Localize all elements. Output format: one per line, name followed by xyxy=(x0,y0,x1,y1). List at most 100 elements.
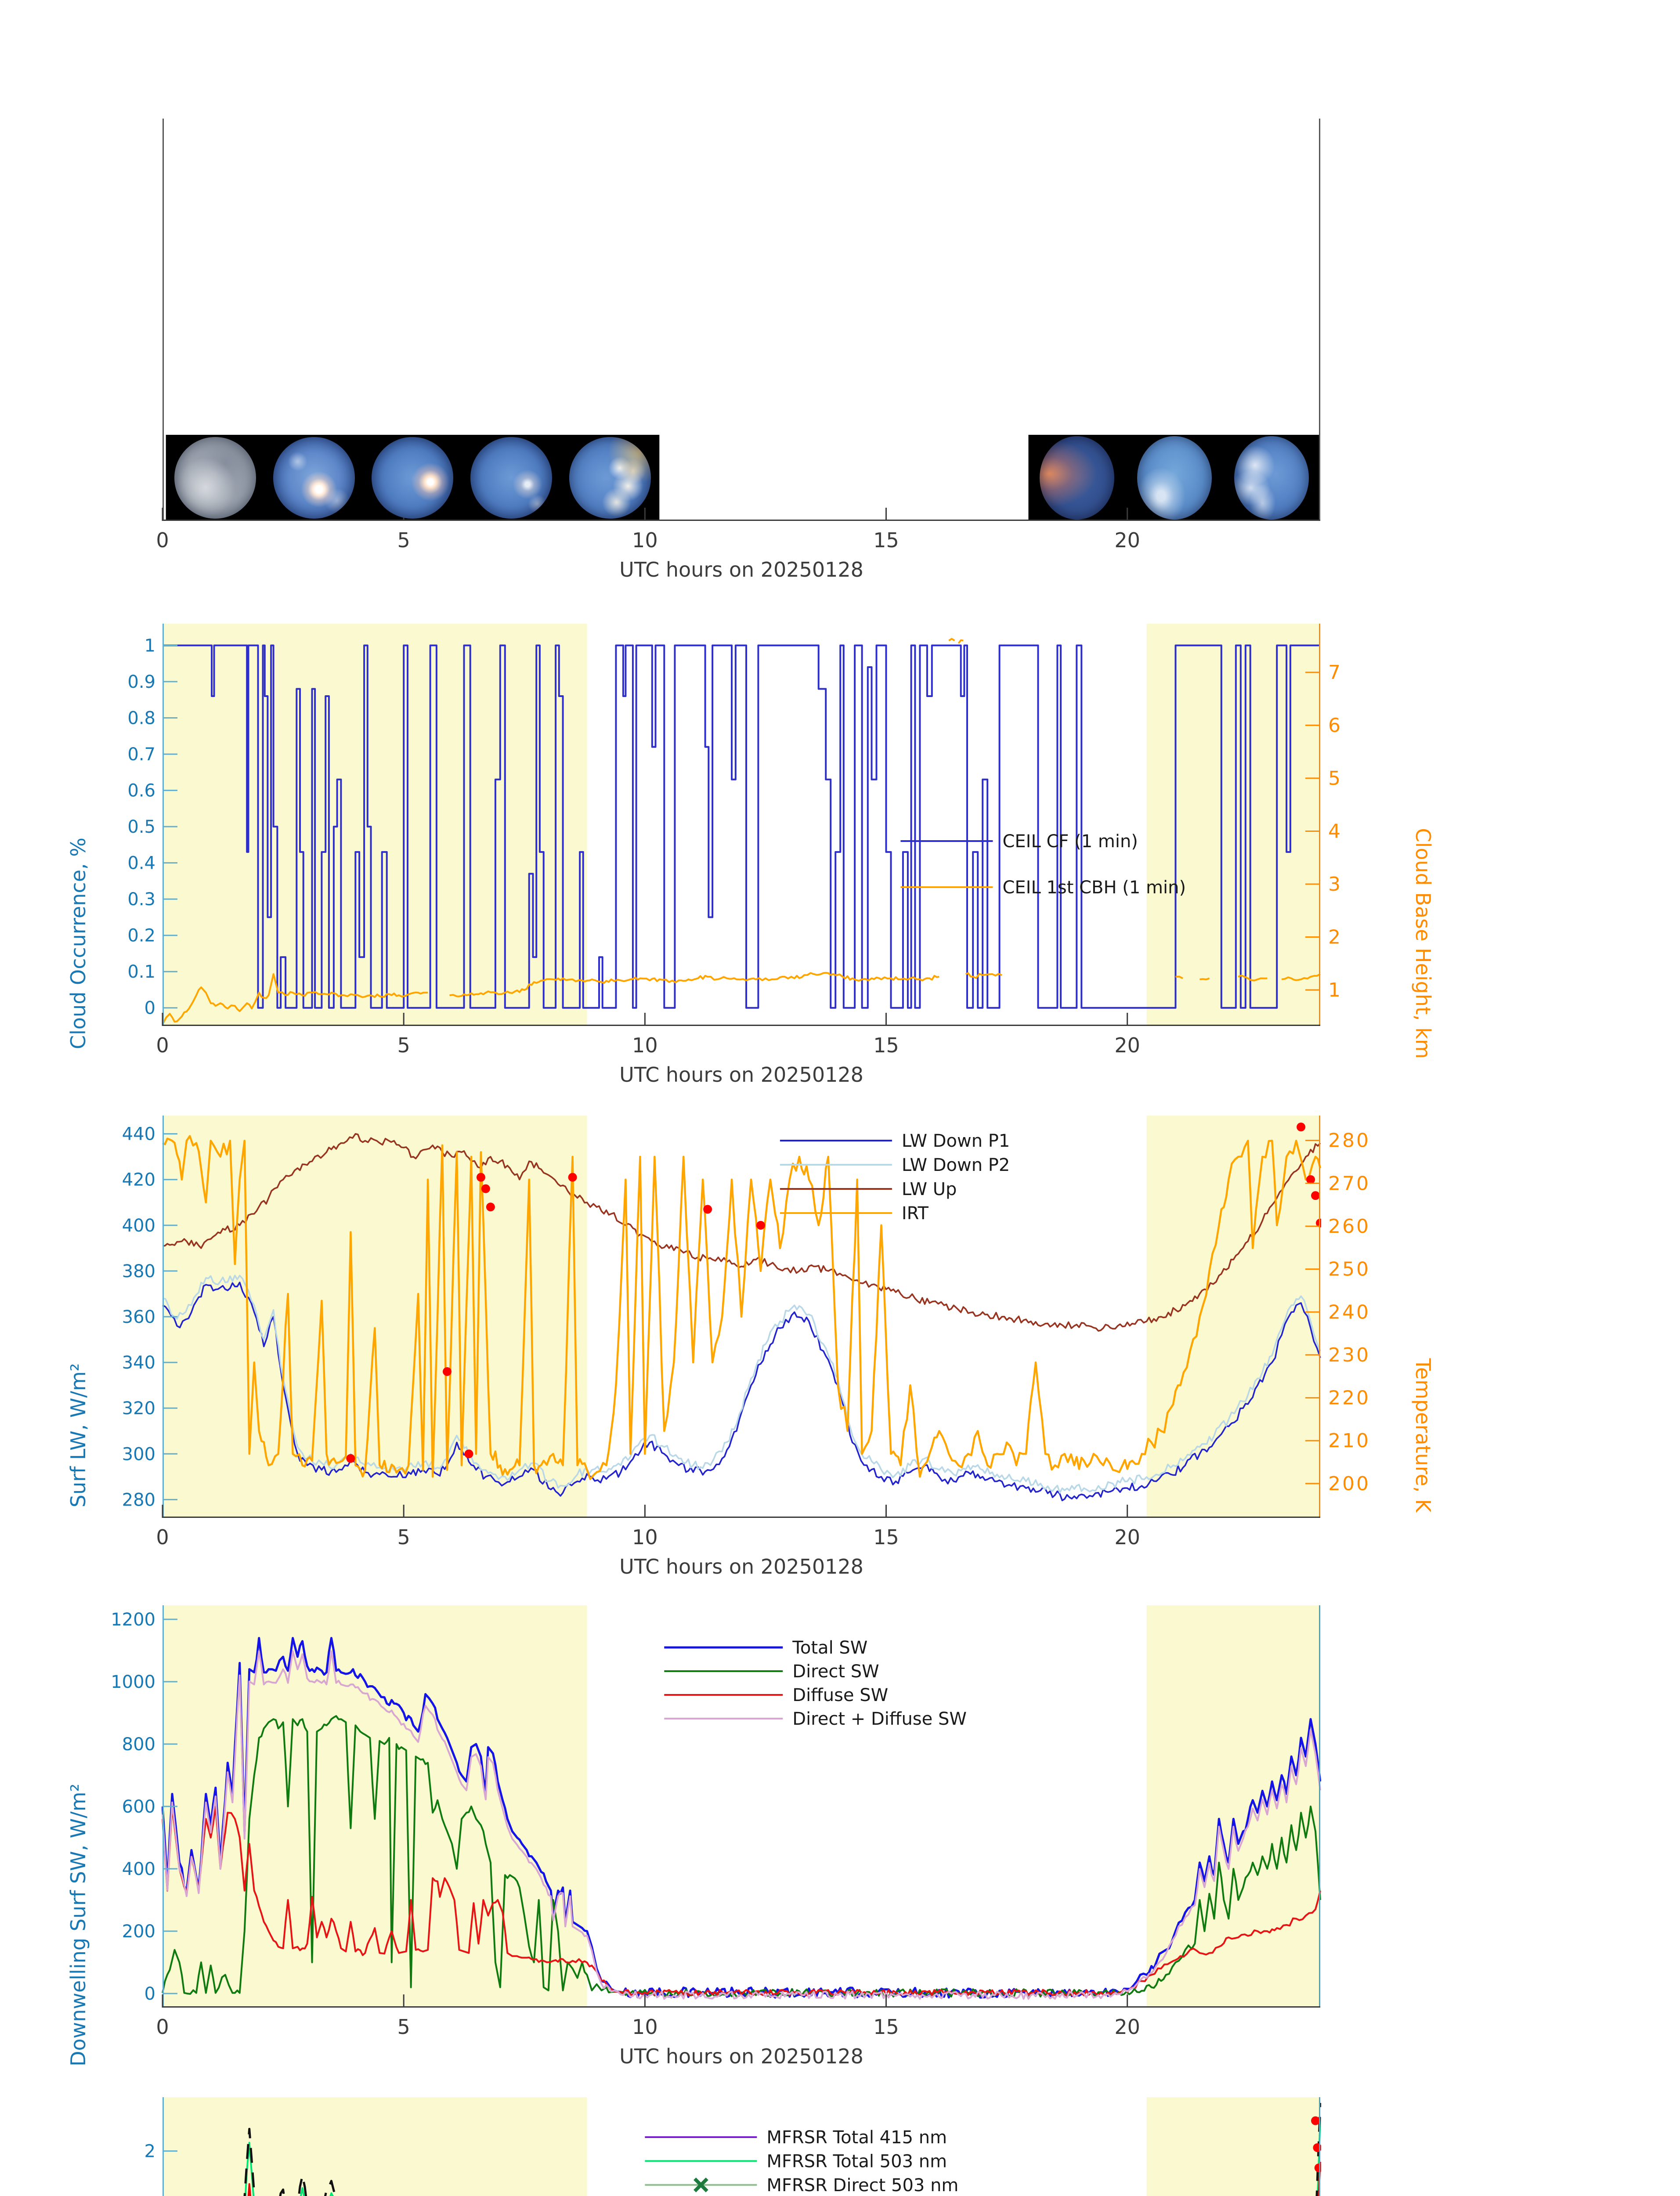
flag-marker xyxy=(443,1367,452,1376)
right-tick-label: 200 xyxy=(1328,1473,1370,1495)
left-spine xyxy=(163,624,164,1026)
right-tick-label: 270 xyxy=(1328,1172,1370,1195)
cloud-occurrence-plot: 0 0.1 0.2 0.3 0.4 0.5 0.6 0.7 0.8 0.9 1 1 2 3 4 5 6 7 0 5 10… xyxy=(127,624,1340,1057)
flag-marker xyxy=(703,1205,712,1214)
right-tick-label: 6 xyxy=(1328,714,1342,737)
flag-marker xyxy=(1313,2143,1321,2152)
y-tick-label: 400 xyxy=(122,1216,155,1236)
y-tick-label: 400 xyxy=(122,1859,155,1879)
legend-entry: MFRSR Direct 503 nm xyxy=(645,2175,958,2196)
series-IRT xyxy=(162,1135,1321,1480)
panel-downwelling-shortwave: 0 200 400 600 800 1000 1200 0 5 10 15 20 Total SW Dir… xyxy=(0,1605,1680,2110)
legend-label: LW Down P1 xyxy=(902,1131,1010,1151)
daylight-band xyxy=(163,624,587,1026)
bottom-spine xyxy=(163,520,1320,521)
right-tick-label: 2 xyxy=(1328,926,1342,949)
y-tick-label: 280 xyxy=(122,1490,155,1510)
panel-downwelling-narrowband: 00.511.5205101520MFRSR Total 415 nmMFRSR… xyxy=(0,2097,1680,2196)
series-LW Up xyxy=(162,1133,1321,1332)
x-tick-label: 15 xyxy=(873,1525,899,1549)
right-tick-label: 7 xyxy=(1328,661,1342,684)
x-tick-label: 20 xyxy=(1114,1033,1140,1057)
sky-strip-background xyxy=(1028,435,1320,521)
series-CEIL 1st CBH (1 min) xyxy=(965,972,1002,979)
y-axis-label-downwelling-sw: Downwelling Surf SW, W/m² xyxy=(66,1784,90,2066)
right-spine xyxy=(1319,1116,1320,1518)
y-tick-label: 0 xyxy=(145,998,155,1019)
x-tick-label: 15 xyxy=(873,528,899,552)
legend-label: MFRSR Total 503 nm xyxy=(766,2151,947,2171)
right-spine xyxy=(1319,624,1320,1026)
y-tick-label: 0.5 xyxy=(127,817,155,837)
legend-entry: IRT xyxy=(780,1203,929,1224)
flag-marker xyxy=(1311,2116,1320,2125)
y-axis-label-temperature: Temperature, K xyxy=(1411,1358,1435,1513)
daylight-band xyxy=(1146,1605,1320,2008)
legend-entry: CEIL CF (1 min) xyxy=(900,831,1138,852)
y-tick-label: 0.6 xyxy=(127,781,155,801)
y-tick-label: 200 xyxy=(122,1922,155,1942)
legend-label: LW Down P2 xyxy=(902,1155,1010,1175)
series-CEIL 1st CBH (1 min) xyxy=(1281,973,1321,981)
x-tick-label: 20 xyxy=(1114,2015,1140,2039)
legend-label: LW Up xyxy=(902,1179,957,1199)
legend-label: Total SW xyxy=(792,1638,867,1658)
x-tick-label: 0 xyxy=(156,1525,169,1549)
y-axis-label-cloud-occurrence: Cloud Occurrence, % xyxy=(66,838,90,1049)
sky-images-plot: 0 5 10 15 20 xyxy=(156,119,1320,552)
legend-label: MFRSR Direct 503 nm xyxy=(766,2175,958,2196)
legend-label: Direct + Diffuse SW xyxy=(792,1709,967,1729)
legend-entry: LW Down P1 xyxy=(780,1131,1010,1151)
right-tick-label: 240 xyxy=(1328,1301,1370,1323)
flag-marker xyxy=(464,1449,473,1459)
left-spine xyxy=(163,119,164,521)
y-tick-label: 0.4 xyxy=(127,853,155,874)
y-axis-label-surf-lw: Surf LW, W/m² xyxy=(66,1363,90,1508)
x-tick-label: 10 xyxy=(632,1033,658,1057)
y-tick-label: 1000 xyxy=(111,1672,155,1692)
daylight-band xyxy=(1146,624,1320,1026)
x-tick-label: 20 xyxy=(1114,1525,1140,1549)
y-tick-label: 440 xyxy=(122,1124,155,1145)
flag-marker xyxy=(568,1173,577,1182)
x-tick-label: 0 xyxy=(156,1033,169,1057)
flag-marker xyxy=(476,1173,485,1182)
legend-entry: MFRSR Total 415 nm xyxy=(645,2127,947,2148)
y-tick-label: 320 xyxy=(122,1398,155,1419)
y-tick-label: 1 xyxy=(145,636,155,656)
legend-entry: CEIL 1st CBH (1 min) xyxy=(900,878,1186,898)
right-tick-label: 3 xyxy=(1328,873,1342,896)
y-tick-label: 340 xyxy=(122,1353,155,1373)
legend-label: Direct SW xyxy=(792,1661,879,1682)
downwelling-narrowband-plot: 00.511.5205101520MFRSR Total 415 nmMFRSR… xyxy=(145,2097,1321,2196)
right-tick-label: 1 xyxy=(1328,979,1342,1001)
flag-marker xyxy=(1306,1175,1315,1184)
x-tick-label: 0 xyxy=(156,2015,169,2039)
panel-cloud-occurrence: 0 0.1 0.2 0.3 0.4 0.5 0.6 0.7 0.8 0.9 1 1 2 3 4 5 6 7 0 5 10… xyxy=(0,624,1680,1129)
y-axis-label-cloud-base-height: Cloud Base Height, km xyxy=(1411,828,1435,1059)
legend-label: CEIL 1st CBH (1 min) xyxy=(1002,878,1186,898)
legend-entry: LW Down P2 xyxy=(780,1155,1010,1175)
x-tick-label: 10 xyxy=(632,1525,658,1549)
x-axis-label: UTC hours on 20250128 xyxy=(619,558,863,582)
bottom-spine xyxy=(163,1517,1320,1518)
downwelling-shortwave-plot: 0 200 400 600 800 1000 1200 0 5 10 15 20 Total SW Dir… xyxy=(111,1605,1321,2039)
right-spine xyxy=(1319,1605,1320,2008)
right-tick-label: 5 xyxy=(1328,767,1342,790)
series-Diffuse SW xyxy=(162,1806,1321,1997)
y-tick-label: 380 xyxy=(122,1261,155,1282)
x-tick-label: 10 xyxy=(632,528,658,552)
panel-sky-images: 0 5 10 15 20 UTC hours on 20250128 xyxy=(0,119,1680,624)
daylight-band xyxy=(163,1116,587,1518)
flag-marker xyxy=(481,1184,490,1193)
series-Direct SW xyxy=(162,1715,1321,1998)
flag-marker xyxy=(1314,2163,1321,2172)
x-axis-label: UTC hours on 20250128 xyxy=(619,2044,863,2068)
y-tick-label: 0.7 xyxy=(127,744,155,765)
flag-marker xyxy=(346,1454,355,1463)
right-tick-label: 280 xyxy=(1328,1130,1370,1152)
series-CEIL 1st CBH (1 min) xyxy=(957,639,964,644)
legend-label: IRT xyxy=(902,1203,929,1224)
y-tick-label: 2 xyxy=(145,2142,155,2162)
series-CEIL 1st CBH (1 min) xyxy=(1238,974,1268,982)
